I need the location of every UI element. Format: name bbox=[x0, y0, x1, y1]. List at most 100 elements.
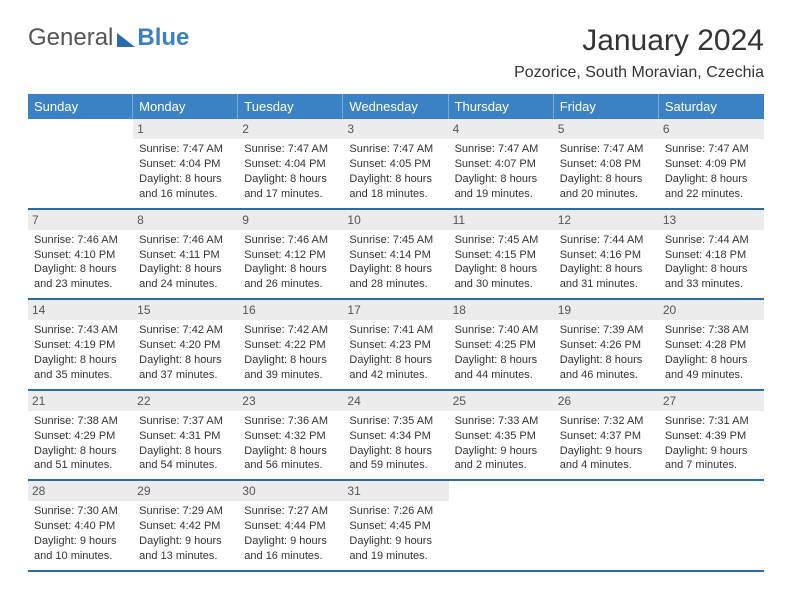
day-cell bbox=[659, 481, 764, 570]
day-header-wed: Wednesday bbox=[343, 94, 448, 119]
daylight-text: Daylight: 8 hours and 33 minutes. bbox=[665, 262, 758, 292]
sunset-text: Sunset: 4:23 PM bbox=[349, 338, 442, 353]
sunset-text: Sunset: 4:26 PM bbox=[560, 338, 653, 353]
day-number: 15 bbox=[133, 300, 238, 320]
day-cell bbox=[554, 481, 659, 570]
day-cell: 31Sunrise: 7:26 AMSunset: 4:45 PMDayligh… bbox=[343, 481, 448, 570]
sunrise-text: Sunrise: 7:44 AM bbox=[665, 233, 758, 248]
sunset-text: Sunset: 4:28 PM bbox=[665, 338, 758, 353]
daylight-text: Daylight: 8 hours and 39 minutes. bbox=[244, 353, 337, 383]
daylight-text: Daylight: 9 hours and 4 minutes. bbox=[560, 444, 653, 474]
day-cell: 4Sunrise: 7:47 AMSunset: 4:07 PMDaylight… bbox=[449, 119, 554, 208]
day-cell: 6Sunrise: 7:47 AMSunset: 4:09 PMDaylight… bbox=[659, 119, 764, 208]
daylight-text: Daylight: 9 hours and 19 minutes. bbox=[349, 534, 442, 564]
sunrise-text: Sunrise: 7:46 AM bbox=[34, 233, 127, 248]
day-number: 17 bbox=[343, 300, 448, 320]
sunrise-text: Sunrise: 7:40 AM bbox=[455, 323, 548, 338]
day-cell: 17Sunrise: 7:41 AMSunset: 4:23 PMDayligh… bbox=[343, 300, 448, 389]
daylight-text: Daylight: 8 hours and 24 minutes. bbox=[139, 262, 232, 292]
day-number: 27 bbox=[659, 391, 764, 411]
week-row: 7Sunrise: 7:46 AMSunset: 4:10 PMDaylight… bbox=[28, 210, 764, 301]
day-number: 28 bbox=[28, 481, 133, 501]
calendar: Sunday Monday Tuesday Wednesday Thursday… bbox=[28, 94, 764, 572]
sunrise-text: Sunrise: 7:46 AM bbox=[244, 233, 337, 248]
day-cell: 2Sunrise: 7:47 AMSunset: 4:04 PMDaylight… bbox=[238, 119, 343, 208]
day-cell: 12Sunrise: 7:44 AMSunset: 4:16 PMDayligh… bbox=[554, 210, 659, 299]
daylight-text: Daylight: 8 hours and 37 minutes. bbox=[139, 353, 232, 383]
day-number: 22 bbox=[133, 391, 238, 411]
sunrise-text: Sunrise: 7:46 AM bbox=[139, 233, 232, 248]
day-number: 19 bbox=[554, 300, 659, 320]
daylight-text: Daylight: 8 hours and 30 minutes. bbox=[455, 262, 548, 292]
sunset-text: Sunset: 4:14 PM bbox=[349, 248, 442, 263]
week-row: 1Sunrise: 7:47 AMSunset: 4:04 PMDaylight… bbox=[28, 119, 764, 210]
day-cell: 1Sunrise: 7:47 AMSunset: 4:04 PMDaylight… bbox=[133, 119, 238, 208]
day-cell: 14Sunrise: 7:43 AMSunset: 4:19 PMDayligh… bbox=[28, 300, 133, 389]
daylight-text: Daylight: 8 hours and 54 minutes. bbox=[139, 444, 232, 474]
day-number: 6 bbox=[659, 119, 764, 139]
day-number: 21 bbox=[28, 391, 133, 411]
day-cell bbox=[28, 119, 133, 208]
sunset-text: Sunset: 4:09 PM bbox=[665, 157, 758, 172]
sunrise-text: Sunrise: 7:30 AM bbox=[34, 504, 127, 519]
daylight-text: Daylight: 8 hours and 51 minutes. bbox=[34, 444, 127, 474]
day-number: 18 bbox=[449, 300, 554, 320]
day-header-fri: Friday bbox=[554, 94, 659, 119]
daylight-text: Daylight: 8 hours and 28 minutes. bbox=[349, 262, 442, 292]
day-cell: 24Sunrise: 7:35 AMSunset: 4:34 PMDayligh… bbox=[343, 391, 448, 480]
sunset-text: Sunset: 4:16 PM bbox=[560, 248, 653, 263]
day-number: 5 bbox=[554, 119, 659, 139]
sunrise-text: Sunrise: 7:42 AM bbox=[244, 323, 337, 338]
sunset-text: Sunset: 4:07 PM bbox=[455, 157, 548, 172]
daylight-text: Daylight: 8 hours and 20 minutes. bbox=[560, 172, 653, 202]
daylight-text: Daylight: 8 hours and 23 minutes. bbox=[34, 262, 127, 292]
sunset-text: Sunset: 4:32 PM bbox=[244, 429, 337, 444]
sunrise-text: Sunrise: 7:43 AM bbox=[34, 323, 127, 338]
week-row: 14Sunrise: 7:43 AMSunset: 4:19 PMDayligh… bbox=[28, 300, 764, 391]
sunrise-text: Sunrise: 7:39 AM bbox=[560, 323, 653, 338]
day-cell: 7Sunrise: 7:46 AMSunset: 4:10 PMDaylight… bbox=[28, 210, 133, 299]
sunset-text: Sunset: 4:40 PM bbox=[34, 519, 127, 534]
day-cell: 20Sunrise: 7:38 AMSunset: 4:28 PMDayligh… bbox=[659, 300, 764, 389]
day-cell: 27Sunrise: 7:31 AMSunset: 4:39 PMDayligh… bbox=[659, 391, 764, 480]
daylight-text: Daylight: 8 hours and 31 minutes. bbox=[560, 262, 653, 292]
day-header-tue: Tuesday bbox=[238, 94, 343, 119]
sunrise-text: Sunrise: 7:32 AM bbox=[560, 414, 653, 429]
day-number: 3 bbox=[343, 119, 448, 139]
sunset-text: Sunset: 4:11 PM bbox=[139, 248, 232, 263]
sunrise-text: Sunrise: 7:47 AM bbox=[455, 142, 548, 157]
sunrise-text: Sunrise: 7:37 AM bbox=[139, 414, 232, 429]
sunset-text: Sunset: 4:39 PM bbox=[665, 429, 758, 444]
day-cell: 19Sunrise: 7:39 AMSunset: 4:26 PMDayligh… bbox=[554, 300, 659, 389]
sunrise-text: Sunrise: 7:45 AM bbox=[349, 233, 442, 248]
sunset-text: Sunset: 4:04 PM bbox=[139, 157, 232, 172]
day-cell: 26Sunrise: 7:32 AMSunset: 4:37 PMDayligh… bbox=[554, 391, 659, 480]
sunset-text: Sunset: 4:18 PM bbox=[665, 248, 758, 263]
logo-part2: Blue bbox=[137, 24, 189, 52]
day-cell: 21Sunrise: 7:38 AMSunset: 4:29 PMDayligh… bbox=[28, 391, 133, 480]
day-number: 2 bbox=[238, 119, 343, 139]
daylight-text: Daylight: 8 hours and 26 minutes. bbox=[244, 262, 337, 292]
day-cell: 22Sunrise: 7:37 AMSunset: 4:31 PMDayligh… bbox=[133, 391, 238, 480]
day-header-mon: Monday bbox=[133, 94, 238, 119]
day-cell: 30Sunrise: 7:27 AMSunset: 4:44 PMDayligh… bbox=[238, 481, 343, 570]
sunrise-text: Sunrise: 7:31 AM bbox=[665, 414, 758, 429]
daylight-text: Daylight: 8 hours and 22 minutes. bbox=[665, 172, 758, 202]
day-number: 26 bbox=[554, 391, 659, 411]
daylight-text: Daylight: 8 hours and 42 minutes. bbox=[349, 353, 442, 383]
day-cell: 15Sunrise: 7:42 AMSunset: 4:20 PMDayligh… bbox=[133, 300, 238, 389]
sunset-text: Sunset: 4:42 PM bbox=[139, 519, 232, 534]
day-number: 16 bbox=[238, 300, 343, 320]
daylight-text: Daylight: 9 hours and 10 minutes. bbox=[34, 534, 127, 564]
day-number: 10 bbox=[343, 210, 448, 230]
day-cell: 16Sunrise: 7:42 AMSunset: 4:22 PMDayligh… bbox=[238, 300, 343, 389]
sunset-text: Sunset: 4:44 PM bbox=[244, 519, 337, 534]
sunset-text: Sunset: 4:04 PM bbox=[244, 157, 337, 172]
sunrise-text: Sunrise: 7:36 AM bbox=[244, 414, 337, 429]
sunrise-text: Sunrise: 7:26 AM bbox=[349, 504, 442, 519]
day-cell bbox=[449, 481, 554, 570]
day-number: 31 bbox=[343, 481, 448, 501]
sunset-text: Sunset: 4:25 PM bbox=[455, 338, 548, 353]
title-block: January 2024 Pozorice, South Moravian, C… bbox=[514, 24, 764, 82]
day-number: 13 bbox=[659, 210, 764, 230]
